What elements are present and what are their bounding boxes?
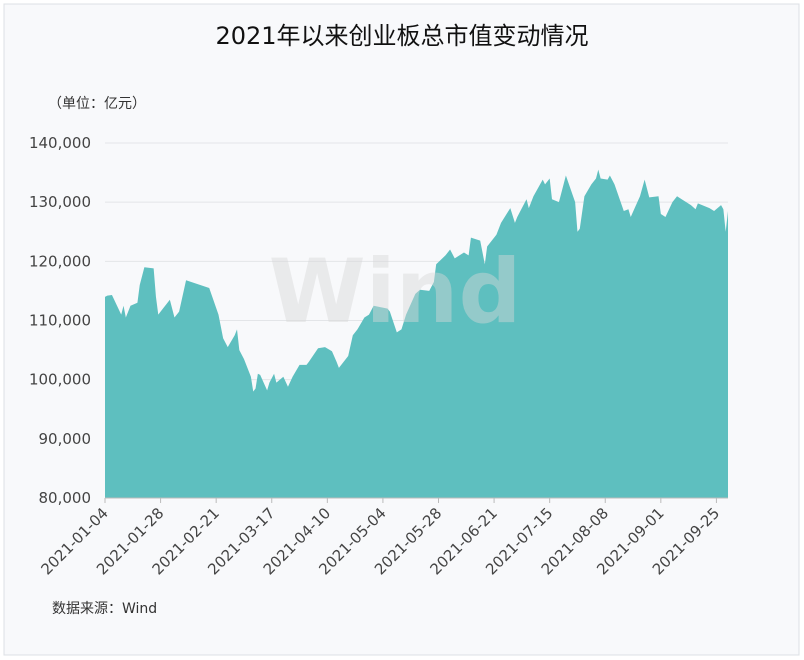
y-tick-label: 80,000 [39, 489, 92, 507]
watermark: Wind [269, 240, 522, 343]
unit-label: （单位：亿元） [48, 96, 146, 112]
y-tick-label: 140,000 [29, 134, 91, 152]
y-tick-label: 130,000 [29, 193, 91, 211]
y-tick-label: 90,000 [39, 430, 92, 448]
plot [105, 169, 728, 498]
area [105, 169, 728, 498]
y-tick-label: 120,000 [29, 252, 91, 270]
chart-title: 2021年以来创业板总市值变动情况 [215, 22, 588, 50]
y-tick-label: 100,000 [29, 371, 91, 389]
y-tick-label: 110,000 [29, 312, 91, 330]
source: 数据来源：Wind [52, 601, 157, 617]
